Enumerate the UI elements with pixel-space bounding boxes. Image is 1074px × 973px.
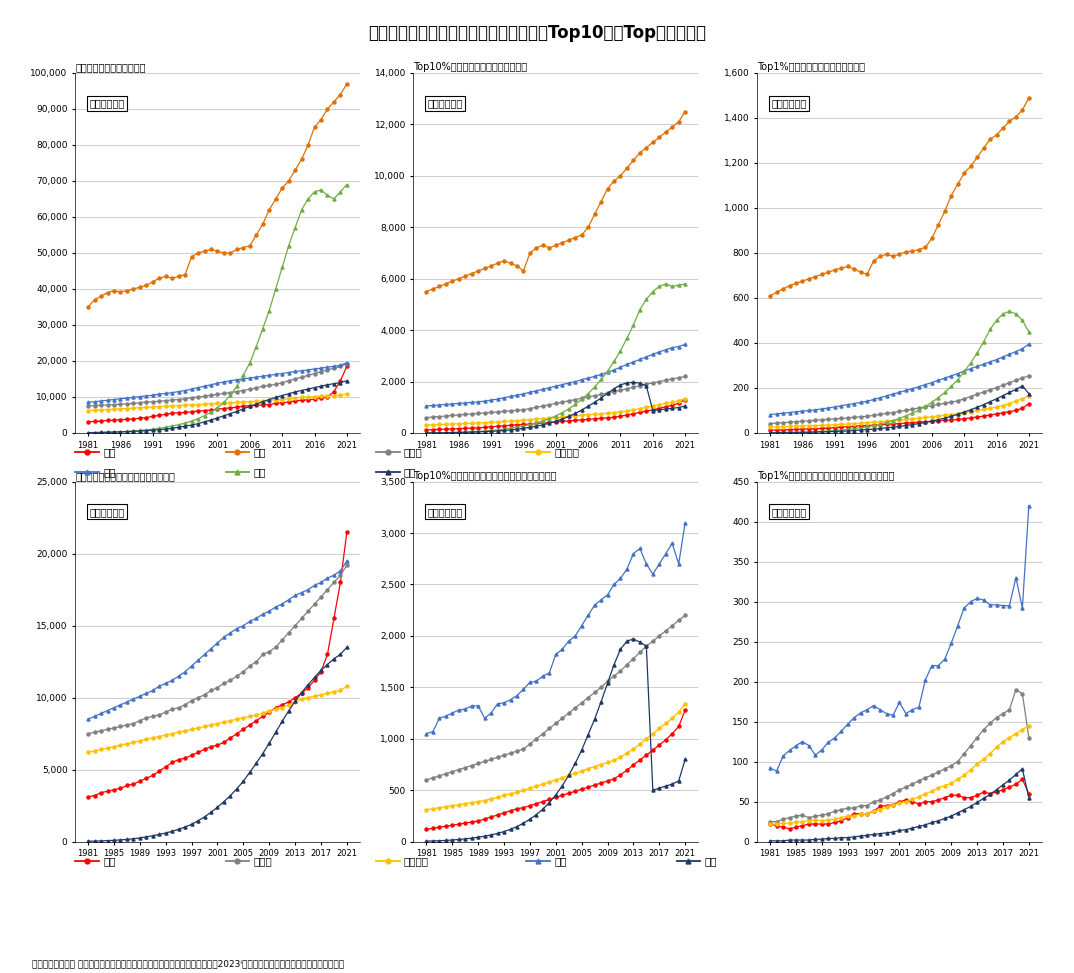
Text: ドイツ: ドイツ [404, 448, 422, 457]
Text: 全論文数（分数カウント）: 全論文数（分数カウント） [75, 62, 146, 72]
Text: 日本: 日本 [103, 856, 116, 866]
Text: 出典：文部科学省 科学技術・学術政策研究所「科学研究のベンチマーキング2023ⁱ」を基に医薬産業政策研究所が加工・作成: 出典：文部科学省 科学技術・学術政策研究所「科学研究のベンチマーキング2023ⁱ… [32, 959, 345, 968]
Text: フランス: フランス [404, 856, 429, 866]
Text: 臨床医学分野: 臨床医学分野 [771, 98, 807, 108]
Text: 中国: 中国 [253, 467, 266, 477]
Text: 日本: 日本 [103, 448, 116, 457]
Text: 英国: 英国 [554, 856, 567, 866]
Text: Top10%補正論文数（分数カウント）: Top10%補正論文数（分数カウント） [413, 62, 527, 72]
Text: Top1%補正論文数（分数カウント）: Top1%補正論文数（分数カウント） [757, 62, 866, 72]
Text: 臨床医学分野: 臨床医学分野 [427, 507, 463, 517]
Text: 全論文数（分数カウント）米・中除外: 全論文数（分数カウント）米・中除外 [75, 471, 175, 481]
Text: 図４　臨床医学分野の主要国の論文数・Top10数・Top１数の推移: 図４ 臨床医学分野の主要国の論文数・Top10数・Top１数の推移 [368, 24, 706, 42]
Text: 韓国: 韓国 [705, 856, 717, 866]
Text: Top10%補正論文数（分数カウント）米・中除外: Top10%補正論文数（分数カウント）米・中除外 [413, 471, 557, 481]
Text: 英国: 英国 [103, 467, 116, 477]
Text: 米国: 米国 [253, 448, 266, 457]
Text: 韓国: 韓国 [404, 467, 417, 477]
Text: ドイツ: ドイツ [253, 856, 272, 866]
Text: 臨床医学分野: 臨床医学分野 [89, 507, 125, 517]
Text: フランス: フランス [554, 448, 579, 457]
Text: 臨床医学分野: 臨床医学分野 [89, 98, 125, 108]
Text: Top1%補正論文数（分数カウント）米・中除外: Top1%補正論文数（分数カウント）米・中除外 [757, 471, 895, 481]
Text: 臨床医学分野: 臨床医学分野 [427, 98, 463, 108]
Text: 臨床医学分野: 臨床医学分野 [771, 507, 807, 517]
